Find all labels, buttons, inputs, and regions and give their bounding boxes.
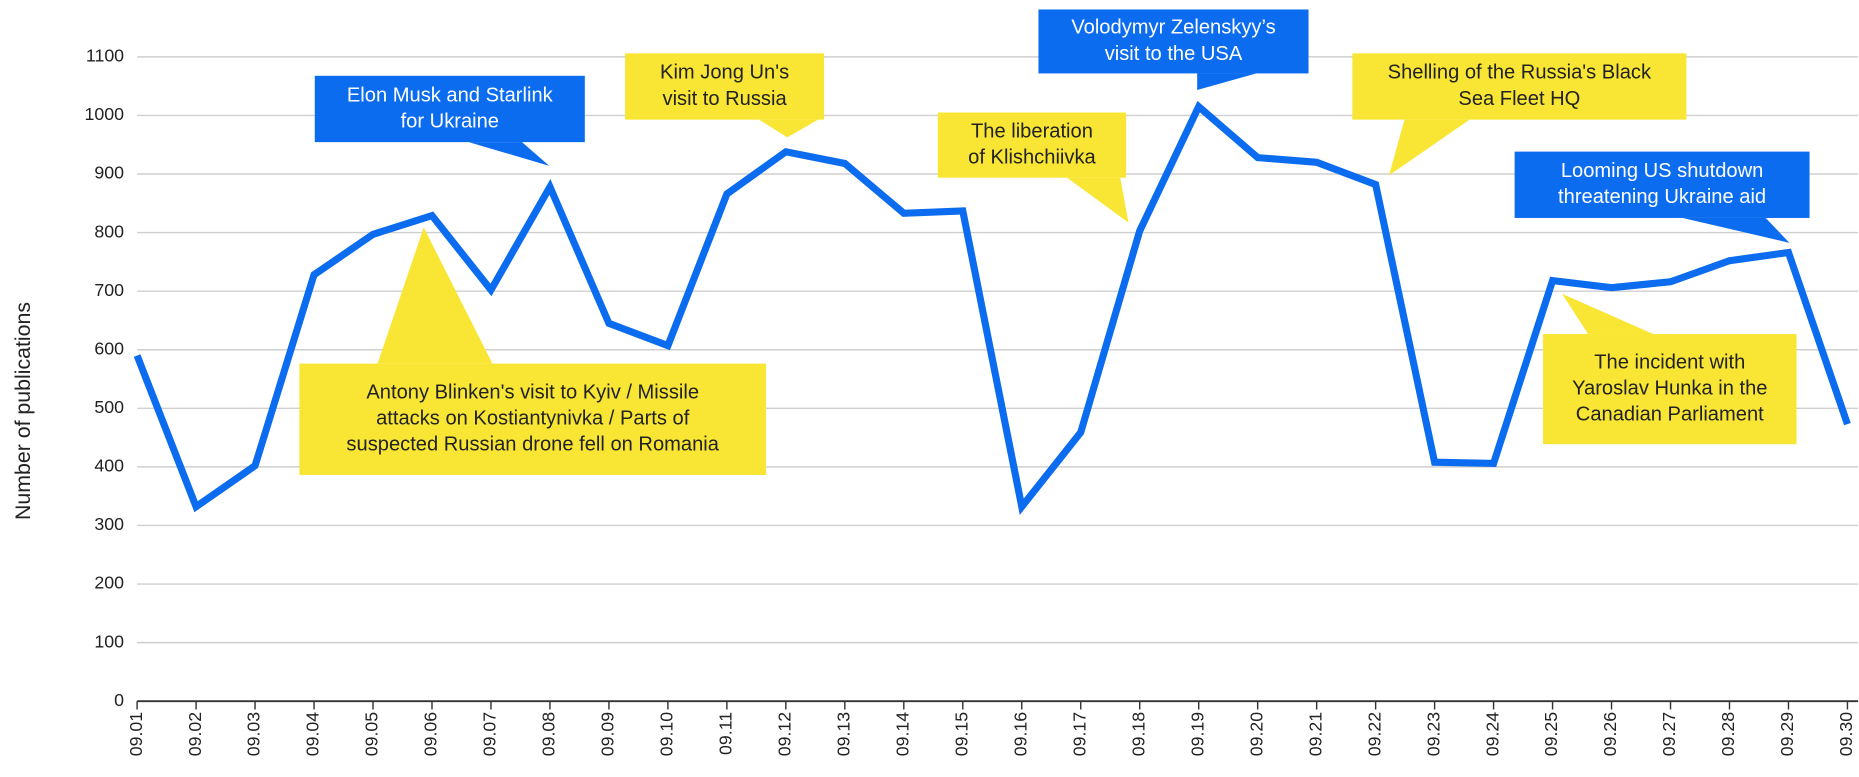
- y-tick-label: 0: [114, 690, 124, 710]
- x-tick-label: 09.14: [892, 712, 912, 757]
- y-tick-label: 700: [94, 280, 124, 300]
- annotation: Shelling of the Russia's Black Sea Fleet …: [1352, 53, 1687, 176]
- y-axis-label: Number of publications: [11, 302, 35, 520]
- annotation-pointer: [1682, 217, 1790, 243]
- annotation-text: Elon Musk and Starlink: [347, 84, 554, 106]
- annotation-text: Yaroslav Hunka in the: [1572, 377, 1767, 399]
- annotation-text: Looming US shutdown: [1561, 160, 1764, 182]
- annotation-text: Sea Fleet HQ: [1458, 88, 1580, 110]
- x-tick-label: 09.23: [1423, 712, 1443, 757]
- x-tick-label: 09.07: [480, 712, 500, 756]
- x-tick-label: 09.10: [657, 712, 677, 757]
- y-tick-label: 500: [94, 397, 124, 417]
- annotation: Antony Blinken's visit to Kyiv / Missile…: [299, 227, 767, 475]
- x-tick-label: 09.04: [303, 712, 323, 757]
- annotation-text: visit to the USA: [1105, 43, 1243, 65]
- annotation-box: [937, 112, 1127, 178]
- y-tick-label: 600: [94, 338, 124, 358]
- annotation-box: [314, 75, 585, 143]
- y-tick-label: 400: [94, 456, 124, 476]
- x-tick-label: 09.16: [1010, 712, 1030, 757]
- x-tick-label: 09.11: [716, 712, 736, 755]
- y-tick-label: 100: [94, 631, 124, 651]
- annotation-text: The incident with: [1594, 351, 1745, 373]
- annotation-pointer: [1197, 73, 1257, 91]
- annotation-box: [1038, 9, 1309, 74]
- x-tick-label: 09.08: [539, 712, 559, 757]
- annotation-pointer: [758, 119, 819, 138]
- x-tick-label: 09.17: [1069, 712, 1089, 756]
- y-tick-label: 800: [94, 221, 124, 241]
- x-tick-label: 09.18: [1128, 712, 1148, 757]
- annotation-text: The liberation: [971, 120, 1093, 142]
- annotation: The incident with Yaroslav Hunka in the Ca…: [1543, 293, 1797, 445]
- y-tick-label: 200: [94, 573, 124, 593]
- x-tick-label: 09.21: [1305, 712, 1325, 756]
- annotation-text: threatening Ukraine aid: [1558, 186, 1766, 208]
- annotation: Elon Musk and Starlink for Ukraine: [314, 75, 585, 166]
- x-tick-label: 09.06: [421, 712, 441, 757]
- x-tick-label: 09.03: [244, 712, 264, 757]
- annotation: Looming US shutdown threatening Ukraine a…: [1514, 151, 1810, 243]
- annotation-text: Antony Blinken's visit to Kyiv / Missile: [366, 382, 699, 404]
- annotation-text: Kim Jong Un's: [660, 62, 789, 84]
- x-tick-label: 09.26: [1600, 712, 1620, 757]
- annotation: Volodymyr Zelenskyy’s visit to the USA: [1038, 9, 1309, 91]
- annotation-text: for Ukraine: [401, 110, 499, 132]
- x-tick-label: 09.22: [1364, 712, 1384, 756]
- annotation-text: Shelling of the Russia's Black: [1388, 62, 1652, 84]
- annotation-text: visit to Russia: [663, 88, 788, 110]
- annotation-box: [625, 53, 825, 120]
- x-tick-label: 09.02: [185, 712, 205, 756]
- x-tick-label: 09.29: [1777, 712, 1797, 757]
- y-tick-label: 1000: [85, 104, 125, 124]
- x-tick-label: 09.30: [1836, 712, 1856, 757]
- annotation: Kim Jong Un's visit to Russia: [625, 53, 825, 138]
- annotation-text: suspected Russian drone fell on Romania: [346, 434, 719, 456]
- annotation-pointer: [1389, 119, 1470, 176]
- annotation-text: attacks on Kostiantynivka / Parts of: [376, 408, 690, 430]
- x-tick-label: 09.05: [362, 712, 382, 757]
- y-tick-label: 900: [94, 163, 124, 183]
- x-tick-label: 09.28: [1718, 712, 1738, 757]
- x-tick-label: 09.19: [1187, 712, 1207, 757]
- annotation-box: [1543, 334, 1797, 445]
- x-tick-label: 09.24: [1482, 712, 1502, 757]
- annotation-pointer: [1066, 177, 1129, 223]
- x-tick-label: 09.09: [598, 712, 618, 757]
- y-tick-label: 300: [94, 514, 124, 534]
- x-tick-label: 09.12: [775, 712, 795, 756]
- annotation-pointer: [468, 142, 550, 166]
- x-tick-label: 09.15: [951, 712, 971, 757]
- annotation-box: [1514, 151, 1810, 218]
- data-line: [133, 100, 1851, 515]
- annotation: The liberation of Klishchiivka: [937, 112, 1129, 223]
- annotation-text: Volodymyr Zelenskyy’s: [1071, 17, 1275, 39]
- x-tick-label: 09.01: [126, 712, 146, 756]
- annotation-pointer: [377, 227, 493, 364]
- x-tick-label: 09.20: [1246, 712, 1266, 757]
- x-tick-label: 09.13: [834, 712, 854, 757]
- annotation-pointer: [1561, 293, 1654, 335]
- annotation-box: [1352, 53, 1687, 120]
- annotation-text: Canadian Parliament: [1576, 403, 1764, 425]
- annotation-text: of Klishchiivka: [968, 146, 1096, 168]
- y-tick-label: 1100: [86, 46, 124, 66]
- annotation-box: [299, 363, 767, 475]
- x-tick-label: 09.27: [1659, 712, 1679, 756]
- x-tick-label: 09.25: [1541, 712, 1561, 757]
